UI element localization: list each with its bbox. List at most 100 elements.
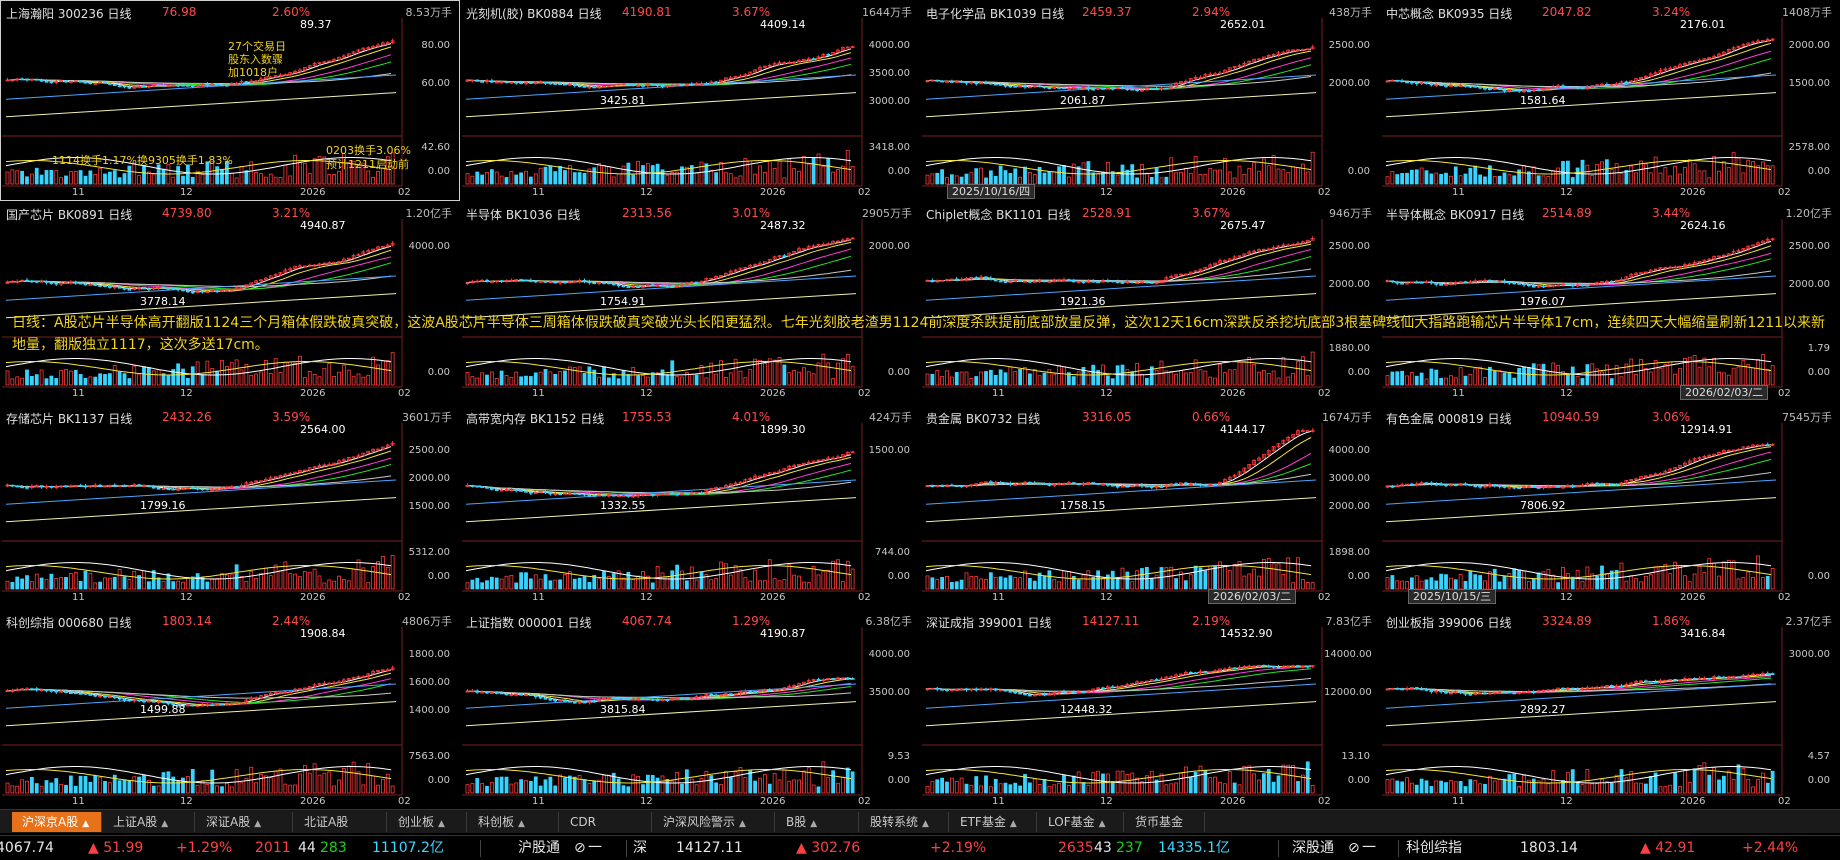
date-axis-tick: 02 <box>858 796 871 807</box>
candlestick-chart[interactable] <box>460 405 920 606</box>
candle-body <box>1536 285 1541 288</box>
candle-body <box>249 80 254 83</box>
ma250-line <box>1385 92 1777 118</box>
sgt-label[interactable]: 深股通 <box>1292 840 1334 856</box>
candle-body <box>341 459 346 462</box>
candle-body <box>44 80 49 83</box>
candle-body <box>792 465 797 468</box>
caret-up-icon[interactable]: ▲ <box>82 819 90 829</box>
chart-panel[interactable]: 科创综指 000680 日线 1803.14 2.44% 4806万手 1908.84 1… <box>0 609 460 810</box>
market-tab[interactable]: 沪深京A股 ▲ <box>12 812 102 832</box>
chart-panel[interactable]: 国产芯片 BK0891 日线 4739.80 3.21% 1.20亿手 4940.87 3… <box>0 201 460 402</box>
market-tab[interactable]: 货币基金 <box>1125 812 1205 832</box>
caret-up-icon[interactable]: ▲ <box>922 819 929 829</box>
candlestick-chart[interactable] <box>460 0 920 201</box>
candle-body <box>1281 439 1286 445</box>
candle-body <box>1643 76 1648 78</box>
market-tab[interactable]: 股转系统 ▲ <box>860 812 949 832</box>
market-tab[interactable]: B股 ▲ <box>776 812 859 832</box>
caret-up-icon[interactable]: ▲ <box>1098 819 1106 829</box>
ma5-line <box>926 430 1312 488</box>
chart-panel[interactable]: 半导体概念 BK0917 日线 2514.89 3.44% 1.20亿手 2624.16… <box>1380 201 1840 402</box>
candle-body <box>151 287 156 290</box>
market-tab[interactable]: 深证A股 ▲ <box>196 812 293 832</box>
caret-up-icon[interactable]: ▲ <box>739 819 746 829</box>
volume-bar <box>592 780 597 794</box>
caret-up-icon[interactable]: ▲ <box>161 819 169 829</box>
candle-body <box>655 699 660 702</box>
date-axis-tick: 11 <box>72 592 85 603</box>
caret-up-icon[interactable]: ▲ <box>518 819 525 829</box>
volume-bar <box>1678 368 1682 386</box>
price-axis-tick: 2000.00 <box>1788 279 1830 290</box>
candlestick-chart[interactable] <box>1380 0 1840 201</box>
candle-body <box>1027 280 1032 283</box>
panel-header: 科创综指 000680 日线 <box>6 614 139 630</box>
candlestick-chart[interactable] <box>920 0 1380 201</box>
chart-panel[interactable]: 高带宽内存 BK1152 日线 1755.53 4.01% 424万手 1899.30 1… <box>460 405 920 606</box>
chart-panel[interactable]: 上海瀚阳 300236 日线 76.98 2.60% 8.53万手 89.37 80.00… <box>0 0 460 201</box>
market-tab[interactable]: 上证A股 ▲ <box>103 812 195 832</box>
chart-panel[interactable]: 半导体 BK1036 日线 2313.56 3.01% 2905万手 2487.32 17… <box>460 201 920 402</box>
price-axis-tick: 2500.00 <box>408 445 450 456</box>
candle-body <box>475 79 480 82</box>
volume-bar <box>385 360 390 386</box>
candle-body <box>1614 83 1619 86</box>
candlestick-chart[interactable] <box>920 405 1380 606</box>
chart-panel[interactable]: 中芯概念 BK0935 日线 2047.82 3.24% 1408万手 2176.01 1… <box>1380 0 1840 201</box>
hgt-label[interactable]: 沪股通 <box>518 840 560 856</box>
market-tab[interactable]: CDR <box>560 812 652 832</box>
volume-bar <box>1144 378 1149 386</box>
candle-body <box>1305 430 1310 432</box>
volume-bar <box>753 569 758 590</box>
candlestick-chart[interactable] <box>0 609 460 810</box>
candlestick-chart[interactable] <box>0 201 460 402</box>
market-tab[interactable]: ETF基金 ▲ <box>950 812 1037 832</box>
candlestick-chart[interactable] <box>1380 201 1840 402</box>
candle-body <box>587 494 592 497</box>
chart-panel[interactable]: 深证成指 399001 日线 14127.11 2.19% 7.83亿手 14532.9… <box>920 609 1380 810</box>
market-tab[interactable]: 科创板 ▲ <box>468 812 559 832</box>
volume-bar <box>563 574 567 590</box>
volume-bar <box>1434 172 1439 185</box>
chart-panel[interactable]: 有色金属 000819 日线 10940.59 3.06% 7545万手 12914.9… <box>1380 405 1840 606</box>
candle-body <box>380 669 385 672</box>
chart-panel[interactable]: 光刻机(胶) BK0884 日线 4190.81 3.67% 1644万手 4409.1… <box>460 0 920 201</box>
caret-up-icon[interactable]: ▲ <box>1009 819 1017 829</box>
candlestick-chart[interactable] <box>920 201 1380 402</box>
volume-bar <box>998 369 1003 386</box>
volume-bar <box>1218 781 1222 794</box>
volume-bar <box>156 785 161 794</box>
market-tab[interactable]: 创业板 ▲ <box>388 812 467 832</box>
volume-bar <box>1746 571 1751 590</box>
chart-panel[interactable]: 贵金属 BK0732 日线 3316.05 0.66% 1674万手 4144.17 17… <box>920 405 1380 606</box>
candle-body <box>1658 680 1663 683</box>
candlestick-chart[interactable] <box>0 0 460 201</box>
caret-up-icon[interactable]: ▲ <box>438 819 445 829</box>
candlestick-chart[interactable] <box>460 201 920 402</box>
candlestick-chart[interactable] <box>460 609 920 810</box>
chart-panel[interactable]: 创业板指 399006 日线 3324.89 1.86% 2.37亿手 3416.84 2… <box>1380 609 1840 810</box>
candlestick-chart[interactable] <box>1380 609 1840 810</box>
volume-bar <box>969 172 974 185</box>
chart-panel[interactable]: 存储芯片 BK1137 日线 2432.26 3.59% 3601万手 2564.00 1… <box>0 405 460 606</box>
candle-body <box>1047 87 1052 90</box>
chart-panel[interactable]: 电子化学品 BK1039 日线 2459.37 2.94% 438万手 2652.01 2… <box>920 0 1380 201</box>
market-tab[interactable]: 北证A股 <box>294 812 387 832</box>
chart-panel[interactable]: 上证指数 000001 日线 4067.74 1.29% 6.38亿手 4190.87 3… <box>460 609 920 810</box>
chart-panel[interactable]: Chiplet概念 BK1101 日线 2528.91 3.67% 946万手 2675… <box>920 201 1380 402</box>
candle-body <box>782 62 787 64</box>
market-tab[interactable]: LOF基金 ▲ <box>1038 812 1124 832</box>
market-tab[interactable]: 沪深风险警示 ▲ <box>653 812 775 832</box>
caret-up-icon[interactable]: ▲ <box>810 819 818 829</box>
volume-bar <box>1648 573 1653 590</box>
candle-body <box>64 690 68 694</box>
candlestick-chart[interactable] <box>1380 405 1840 606</box>
candlestick-chart[interactable] <box>920 609 1380 810</box>
low-price-label: 3425.81 <box>600 94 646 107</box>
volume-bar <box>1405 581 1409 590</box>
candlestick-chart[interactable] <box>0 405 460 606</box>
caret-up-icon[interactable]: ▲ <box>254 819 262 829</box>
candle-body <box>1439 483 1444 486</box>
volume-bar <box>249 375 254 386</box>
